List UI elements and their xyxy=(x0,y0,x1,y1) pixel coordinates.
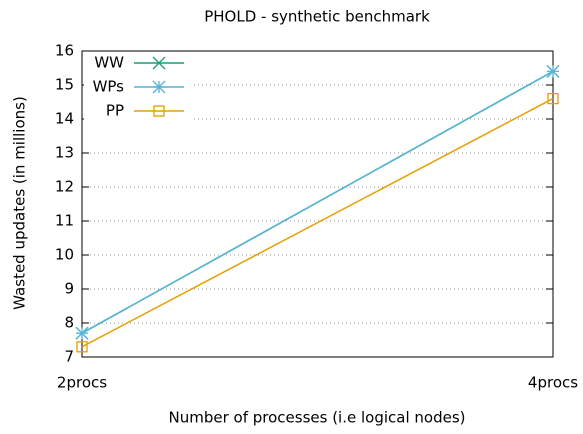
y-axis-label: Wasted updates (in millions) xyxy=(11,96,29,310)
marker xyxy=(75,326,89,340)
x-tick-label: 4procs xyxy=(528,374,578,392)
plot-frame xyxy=(81,50,554,358)
legend-label: WPs xyxy=(93,78,125,96)
marker xyxy=(547,92,559,105)
chart-title: PHOLD - synthetic benchmark xyxy=(204,8,430,26)
y-tick-label: 15 xyxy=(55,76,74,94)
series-line xyxy=(81,70,554,334)
y-tick-label: 8 xyxy=(64,314,74,332)
marker xyxy=(76,341,88,353)
legend-label: PP xyxy=(106,102,124,120)
y-tick-label: 9 xyxy=(64,280,74,298)
y-tick-label: 12 xyxy=(55,178,74,196)
marker xyxy=(152,80,166,94)
marker xyxy=(153,105,165,117)
x-tick-label: 2procs xyxy=(57,374,107,392)
legend-label: WW xyxy=(94,54,124,72)
x-axis-label: Number of processes (i.e logical nodes) xyxy=(169,409,466,427)
marker xyxy=(546,64,560,78)
y-tick-label: 13 xyxy=(55,144,74,162)
series-line xyxy=(81,97,554,348)
legend-bg xyxy=(84,52,192,126)
marker xyxy=(152,56,166,70)
y-tick-label: 16 xyxy=(55,42,74,60)
y-tick-label: 14 xyxy=(55,110,74,128)
y-tick-label: 7 xyxy=(64,348,74,366)
y-tick-label: 10 xyxy=(55,246,74,264)
y-tick-label: 11 xyxy=(55,212,74,230)
